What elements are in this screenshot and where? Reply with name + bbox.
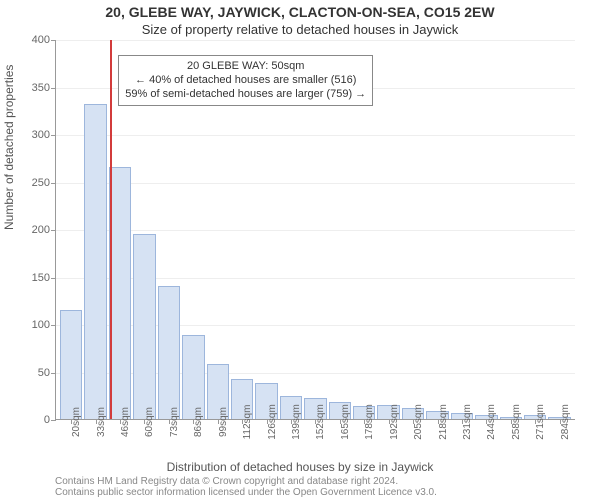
x-axis-label: Distribution of detached houses by size …	[0, 460, 600, 474]
annotation-line-smaller: ← 40% of detached houses are smaller (51…	[125, 74, 366, 88]
x-tick-label: 20sqm	[71, 407, 82, 437]
x-tick-label: 99sqm	[218, 407, 229, 437]
y-tick-label: 50	[38, 367, 50, 379]
y-tick-mark	[51, 420, 56, 421]
histogram-bar	[60, 310, 82, 419]
x-tick-label: 152sqm	[315, 404, 326, 440]
bar-slot: 33sqm	[83, 40, 107, 419]
y-tick-label: 100	[32, 319, 50, 331]
histogram-bar	[158, 286, 180, 419]
chart-title: 20, GLEBE WAY, JAYWICK, CLACTON-ON-SEA, …	[0, 4, 600, 20]
x-tick-label: 218sqm	[438, 404, 449, 440]
property-marker-line	[110, 40, 112, 419]
x-tick-label: 258sqm	[511, 404, 522, 440]
y-tick-label: 250	[32, 177, 50, 189]
x-tick-label: 271sqm	[535, 404, 546, 440]
x-tick-label: 192sqm	[389, 404, 400, 440]
y-tick-label: 300	[32, 129, 50, 141]
chart-page: 20, GLEBE WAY, JAYWICK, CLACTON-ON-SEA, …	[0, 0, 600, 500]
footer-line-2: Contains public sector information licen…	[55, 488, 590, 499]
annotation-title: 20 GLEBE WAY: 50sqm	[125, 60, 366, 74]
x-tick-label: 112sqm	[242, 405, 253, 440]
bar-slot: 231sqm	[450, 40, 474, 419]
plot-area: 05010015020025030035040020sqm33sqm46sqm6…	[55, 40, 575, 420]
annotation-line-larger: 59% of semi-detached houses are larger (…	[125, 88, 366, 102]
bar-slot: 258sqm	[499, 40, 523, 419]
y-tick-label: 150	[32, 272, 50, 284]
histogram-bar	[133, 234, 155, 419]
x-tick-label: 33sqm	[96, 407, 107, 437]
bar-slot: 192sqm	[376, 40, 400, 419]
y-tick-label: 0	[44, 414, 50, 426]
y-axis-label: Number of detached properties	[2, 65, 16, 230]
y-tick-label: 350	[32, 82, 50, 94]
x-tick-label: 139sqm	[291, 404, 302, 440]
bar-slot: 205sqm	[401, 40, 425, 419]
bar-slot: 271sqm	[523, 40, 547, 419]
histogram-bar	[84, 104, 106, 419]
x-tick-label: 60sqm	[144, 407, 155, 437]
footer-attribution: Contains HM Land Registry data © Crown c…	[55, 477, 590, 498]
x-tick-label: 178sqm	[364, 404, 375, 440]
bar-slot: 20sqm	[59, 40, 83, 419]
x-tick-label: 205sqm	[413, 404, 424, 440]
chart-subtitle: Size of property relative to detached ho…	[0, 22, 600, 37]
y-tick-label: 200	[32, 224, 50, 236]
bar-slot: 244sqm	[474, 40, 498, 419]
footer-line-1: Contains HM Land Registry data © Crown c…	[55, 477, 590, 488]
x-tick-label: 244sqm	[486, 404, 497, 440]
x-tick-label: 86sqm	[193, 407, 204, 437]
y-tick-label: 400	[32, 34, 50, 46]
bar-slot: 284sqm	[547, 40, 571, 419]
x-tick-label: 165sqm	[340, 404, 351, 440]
x-tick-label: 126sqm	[267, 404, 278, 440]
x-tick-label: 284sqm	[560, 404, 571, 440]
annotation-box: 20 GLEBE WAY: 50sqm← 40% of detached hou…	[118, 55, 373, 106]
x-tick-label: 231sqm	[462, 404, 473, 440]
x-tick-label: 73sqm	[169, 407, 180, 437]
x-tick-label: 46sqm	[120, 407, 131, 437]
bar-slot: 218sqm	[425, 40, 449, 419]
